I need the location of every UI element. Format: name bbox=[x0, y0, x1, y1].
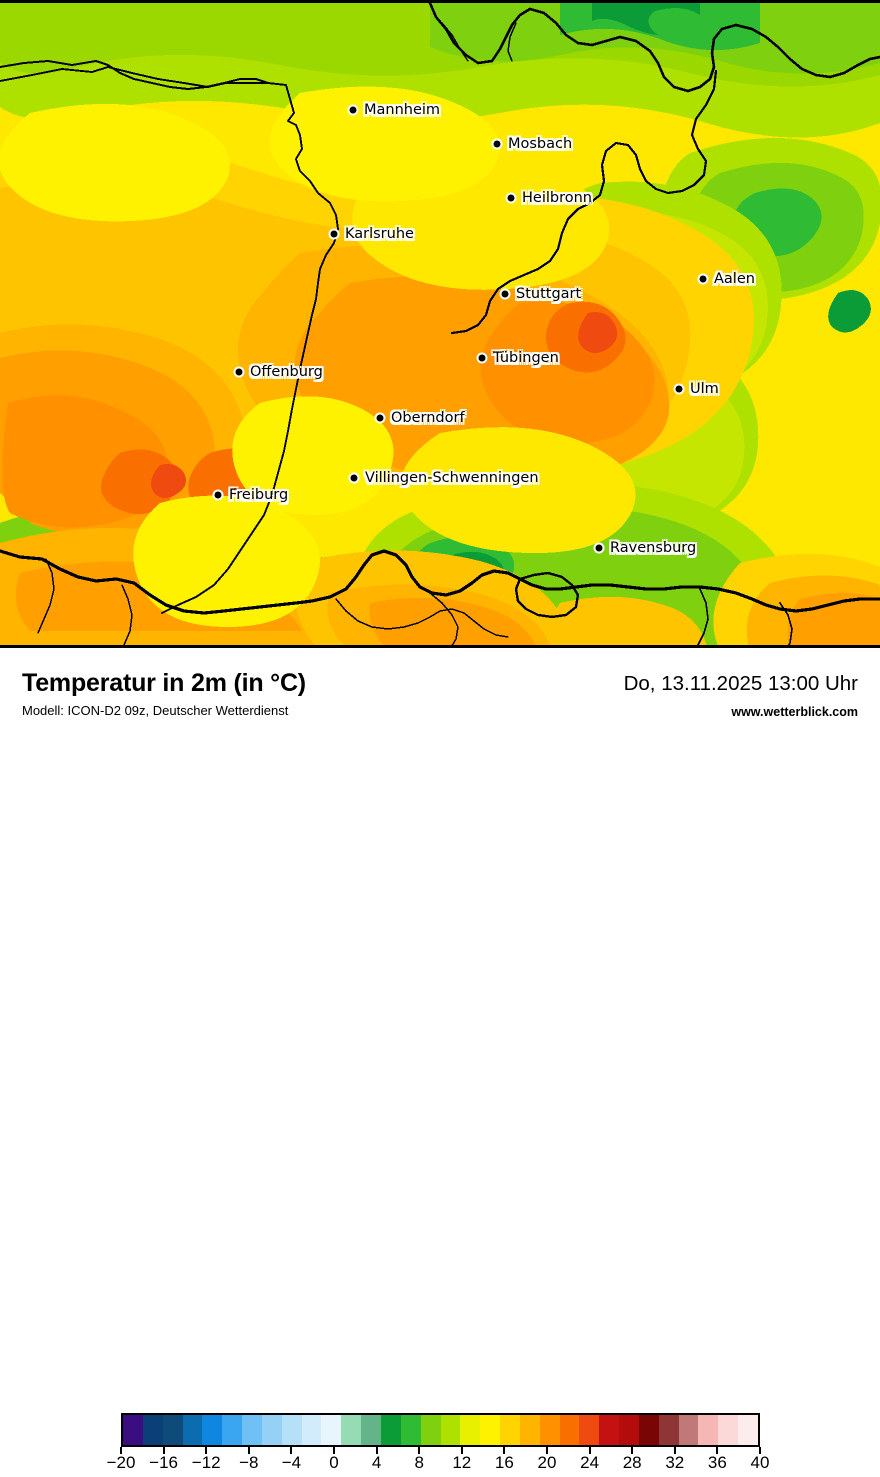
colorbar-swatch bbox=[738, 1415, 758, 1445]
colorbar-swatch bbox=[321, 1415, 342, 1445]
valid-timestamp: Do, 13.11.2025 13:00 Uhr bbox=[623, 672, 858, 695]
colorbar-swatch bbox=[341, 1415, 362, 1445]
city-label: Offenburg bbox=[250, 364, 323, 380]
colorbar-tick-label: 4 bbox=[371, 1453, 382, 1472]
city-label: Freiburg bbox=[229, 487, 289, 503]
city-marker bbox=[593, 542, 605, 554]
city-label: Karlsruhe bbox=[345, 226, 414, 242]
map-raster bbox=[0, 3, 880, 645]
temperature-map[interactable]: Mannheim Mosbach Heilbronn Karlsruhe Aalen St… bbox=[0, 0, 880, 648]
colorbar-swatch bbox=[658, 1415, 679, 1445]
source-website: www.wetterblick.com bbox=[731, 705, 858, 719]
city-label: Mannheim bbox=[364, 102, 441, 118]
city-label: Ravensburg bbox=[610, 540, 697, 556]
colorbar-swatch bbox=[559, 1415, 580, 1445]
colorbar-swatch bbox=[182, 1415, 203, 1445]
colorbar-tick-label: −20 bbox=[106, 1453, 136, 1472]
colorbar-swatch bbox=[519, 1415, 540, 1445]
city-label: Tübingen bbox=[493, 350, 559, 366]
city-marker bbox=[476, 352, 488, 364]
city-marker bbox=[212, 489, 224, 501]
colorbar-tick-label: 40 bbox=[750, 1453, 770, 1472]
colorbar: −20 −16 −12 −8 −4 0 4 8 12 16 20 24 28 32 36 40 bbox=[107, 1413, 769, 1472]
colorbar-swatch bbox=[500, 1415, 520, 1445]
colorbar-swatch bbox=[480, 1415, 501, 1445]
colorbar-swatch bbox=[718, 1415, 739, 1445]
colorbar-swatch bbox=[619, 1415, 639, 1445]
colorbar-tick-labels: −20 −16 −12 −8 −4 0 4 8 12 16 20 24 28 32 36 40 bbox=[107, 1453, 770, 1477]
city-marker bbox=[673, 383, 685, 395]
colorbar-swatch bbox=[678, 1415, 699, 1445]
city-label: Aalen bbox=[714, 271, 755, 287]
colorbar-tick-label: 24 bbox=[580, 1453, 600, 1472]
city-label: Heilbronn bbox=[522, 190, 592, 206]
city-label: Villingen-Schwenningen bbox=[365, 470, 539, 486]
colorbar-tick-label: 32 bbox=[665, 1453, 685, 1472]
city-marker bbox=[348, 472, 360, 484]
colorbar-tick-label: 0 bbox=[329, 1453, 339, 1472]
city-marker bbox=[347, 104, 359, 116]
colorbar-swatch bbox=[261, 1415, 282, 1445]
colorbar-tick-label: 20 bbox=[537, 1453, 557, 1472]
colorbar-tick-label: 8 bbox=[414, 1453, 424, 1472]
colorbar-swatch bbox=[638, 1415, 659, 1445]
city-label: Ulm bbox=[690, 381, 719, 397]
colorbar-swatches bbox=[121, 1413, 760, 1447]
colorbar-tick-label: −8 bbox=[239, 1453, 259, 1472]
colorbar-tick-label: 28 bbox=[622, 1453, 642, 1472]
city-label: Stuttgart bbox=[516, 286, 582, 302]
colorbar-swatch bbox=[301, 1415, 322, 1445]
city-label: Mosbach bbox=[508, 136, 573, 152]
colorbar-swatch bbox=[281, 1415, 302, 1445]
colorbar-swatch bbox=[380, 1415, 401, 1445]
colorbar-tick-label: −4 bbox=[281, 1453, 302, 1472]
city-label: Oberndorf bbox=[391, 410, 465, 426]
city-marker bbox=[499, 288, 511, 300]
colorbar-swatch bbox=[162, 1415, 183, 1445]
footer-panel: Temperatur in 2m (in °C) Modell: ICON-D2… bbox=[0, 648, 880, 1472]
colorbar-swatch bbox=[440, 1415, 461, 1445]
colorbar-tick-label: 16 bbox=[494, 1453, 514, 1472]
colorbar-swatch bbox=[698, 1415, 719, 1445]
city-marker bbox=[491, 138, 503, 150]
model-subtitle: Modell: ICON-D2 09z, Deutscher Wetterdie… bbox=[22, 703, 289, 719]
colorbar-swatch bbox=[539, 1415, 560, 1445]
colorbar-swatch bbox=[202, 1415, 223, 1445]
colorbar-swatch bbox=[142, 1415, 163, 1445]
colorbar-swatch bbox=[420, 1415, 441, 1445]
city-marker bbox=[374, 412, 386, 424]
colorbar-tick-label: −12 bbox=[191, 1453, 221, 1472]
colorbar-swatch bbox=[460, 1415, 481, 1445]
colorbar-tick-label: −16 bbox=[149, 1453, 179, 1472]
title-block: Temperatur in 2m (in °C) Modell: ICON-D2… bbox=[22, 669, 306, 719]
colorbar-swatch bbox=[242, 1415, 262, 1445]
city-marker bbox=[697, 273, 709, 285]
colorbar-swatch bbox=[599, 1415, 620, 1445]
colorbar-swatch bbox=[579, 1415, 600, 1445]
city-marker bbox=[328, 228, 340, 240]
colorbar-tick-label: 12 bbox=[452, 1453, 472, 1472]
meta-block: Do, 13.11.2025 13:00 Uhr www.wetterblick… bbox=[624, 672, 858, 719]
city-marker bbox=[233, 366, 245, 378]
colorbar-swatch bbox=[222, 1415, 243, 1445]
colorbar-tick-label: 36 bbox=[707, 1453, 727, 1472]
colorbar-swatch bbox=[400, 1415, 421, 1445]
colorbar-swatch bbox=[361, 1415, 381, 1445]
page-title: Temperatur in 2m (in °C) bbox=[22, 669, 306, 697]
city-marker bbox=[505, 192, 517, 204]
colorbar-swatch bbox=[123, 1415, 143, 1445]
